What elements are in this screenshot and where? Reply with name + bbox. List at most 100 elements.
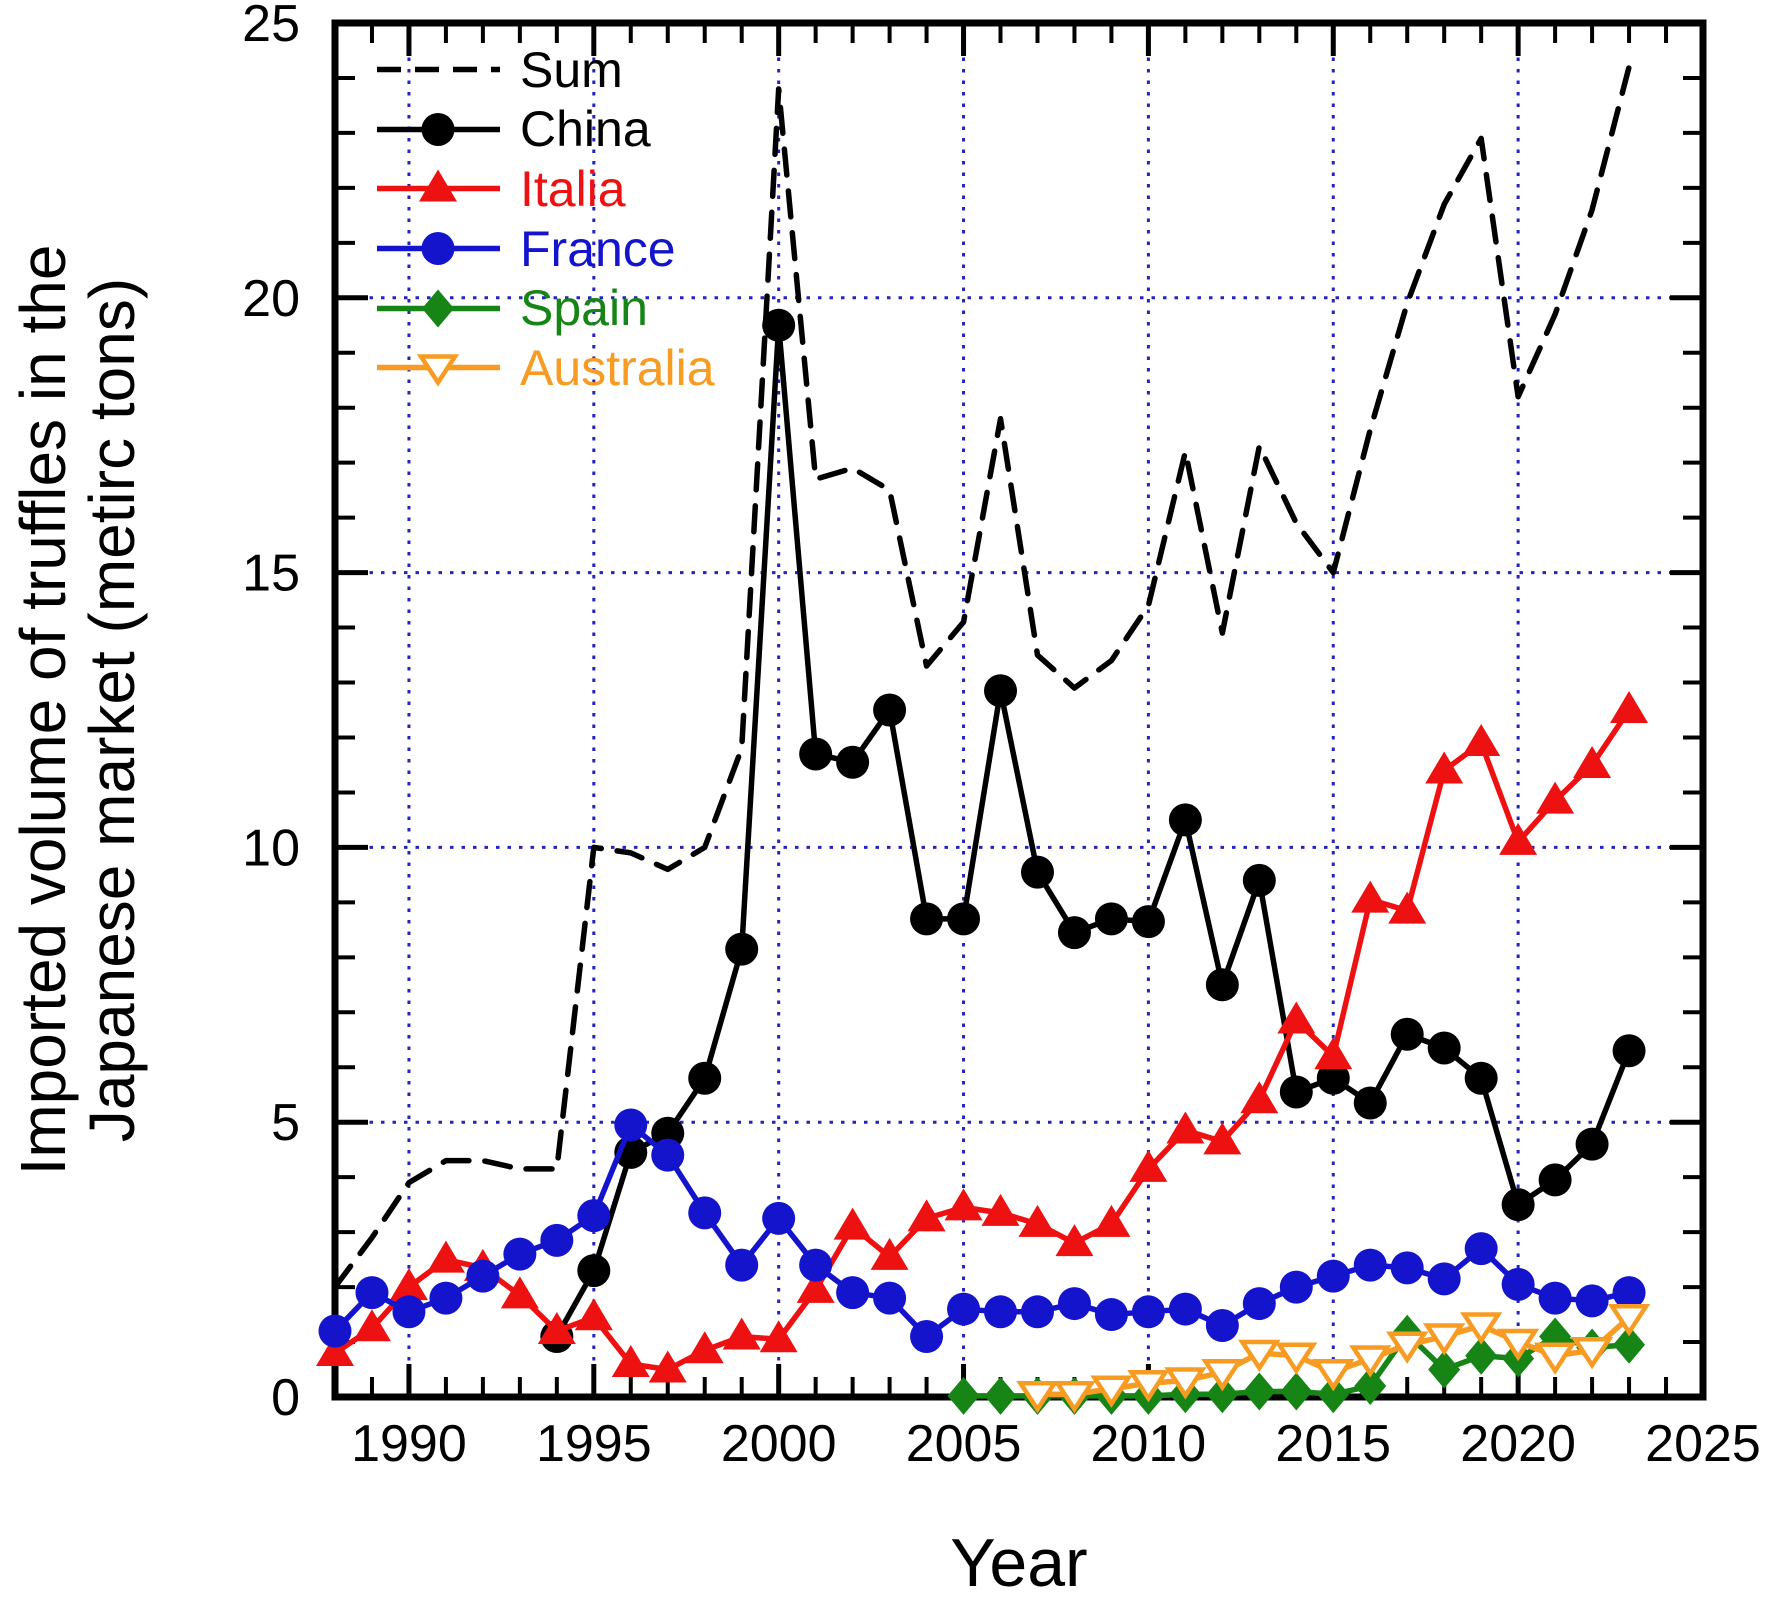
data-point-france: [392, 1295, 426, 1329]
data-point-china: [577, 1254, 611, 1288]
data-point-france: [725, 1248, 759, 1282]
legend-item-australia: Australia: [375, 338, 715, 398]
data-point-france: [799, 1248, 833, 1282]
data-point-australia: [1349, 1345, 1392, 1378]
data-point-china: [1168, 803, 1202, 837]
data-point-china: [1575, 1127, 1609, 1161]
data-point-china: [1501, 1188, 1535, 1222]
series-line-sum: [332, 64, 1632, 1290]
data-point-australia: [1164, 1367, 1207, 1400]
data-point-france: [1316, 1259, 1350, 1293]
data-point-france: [1094, 1298, 1128, 1332]
data-point-china: [873, 693, 907, 727]
data-point-australia: [1533, 1342, 1577, 1375]
x-tick-label-2005: 2005: [906, 1415, 1022, 1473]
data-point-italia: [722, 1317, 761, 1350]
data-point-china: [1464, 1061, 1498, 1095]
data-point-italia: [1129, 1149, 1168, 1182]
data-point-france: [1575, 1284, 1609, 1318]
legend-label-spain: Spain: [520, 280, 648, 337]
data-point-france: [577, 1199, 611, 1233]
data-point-france: [1131, 1295, 1165, 1329]
x-tick-label-2025: 2025: [1645, 1415, 1761, 1473]
data-point-china: [725, 932, 759, 966]
data-point-australia: [1090, 1375, 1133, 1408]
data-point-italia: [1166, 1111, 1205, 1144]
data-point-china: [1427, 1031, 1461, 1065]
data-point-australia: [1016, 1381, 1059, 1414]
data-point-italia: [500, 1276, 539, 1309]
data-point-france: [355, 1276, 389, 1310]
data-point-australia: [1386, 1331, 1429, 1364]
y-tick-label-20: 20: [242, 270, 300, 328]
data-point-italia: [1499, 822, 1538, 855]
data-point-italia: [316, 1334, 354, 1367]
data-point-france: [910, 1320, 944, 1354]
data-point-china: [836, 745, 870, 779]
data-point-france: [947, 1292, 981, 1326]
data-point-france: [836, 1276, 870, 1310]
data-point-italia: [1388, 891, 1427, 924]
data-point-italia: [648, 1350, 687, 1383]
data-point-italia: [426, 1240, 465, 1273]
data-point-italia: [759, 1320, 798, 1353]
data-point-france: [318, 1314, 352, 1348]
data-point-australia: [1312, 1359, 1355, 1392]
sum-line-sample-icon: [375, 40, 502, 99]
data-point-france: [429, 1281, 463, 1315]
data-point-france: [466, 1259, 500, 1293]
data-point-china: [1279, 1075, 1313, 1109]
data-point-china: [1353, 1086, 1387, 1120]
data-point-italia: [1425, 751, 1464, 784]
china-marker-sample-icon: [375, 100, 502, 159]
legend-item-france: France: [375, 219, 715, 279]
y-tick-label-10: 10: [242, 819, 300, 877]
legend-label-sum: Sum: [520, 41, 623, 98]
data-point-france: [1390, 1251, 1424, 1285]
legend-marker-australia: [416, 354, 460, 387]
data-point-italia: [1462, 723, 1501, 756]
data-point-china: [1612, 1034, 1646, 1068]
data-point-france: [1501, 1267, 1535, 1301]
data-point-france: [540, 1223, 574, 1257]
data-point-italia: [611, 1345, 650, 1378]
data-point-france: [984, 1295, 1018, 1329]
data-point-australia: [1460, 1312, 1503, 1345]
data-point-france: [1427, 1262, 1461, 1296]
data-point-spain: [984, 1376, 1017, 1415]
data-point-china: [799, 737, 833, 771]
data-point-spain: [1243, 1372, 1276, 1411]
data-point-australia: [1423, 1323, 1466, 1356]
legend-item-spain: Spain: [375, 278, 715, 338]
data-point-china: [1057, 916, 1091, 950]
legend-label-italia: Italia: [520, 160, 626, 217]
legend: Sum China Italia France Spain Australia: [375, 40, 715, 398]
data-point-spain: [1465, 1336, 1498, 1375]
data-point-france: [1538, 1281, 1572, 1315]
data-point-italia: [574, 1298, 613, 1331]
legend-label-australia: Australia: [520, 339, 715, 396]
data-point-italia: [537, 1312, 576, 1345]
data-point-italia: [907, 1199, 946, 1232]
data-point-spain: [1613, 1325, 1646, 1364]
data-point-spain: [947, 1376, 980, 1415]
data-point-australia: [1496, 1328, 1540, 1362]
data-point-italia: [352, 1309, 391, 1342]
x-tick-label-1995: 1995: [536, 1415, 652, 1473]
legend-item-china: China: [375, 100, 715, 160]
x-tick-label-1990: 1990: [351, 1415, 467, 1473]
data-point-china: [688, 1061, 722, 1095]
data-point-italia: [1055, 1224, 1094, 1257]
data-point-italia: [1018, 1204, 1057, 1237]
data-point-australia: [1053, 1381, 1096, 1414]
spain-marker-sample-icon: [375, 279, 502, 338]
data-point-france: [1279, 1270, 1313, 1304]
data-point-australia: [1127, 1370, 1170, 1403]
data-point-italia: [1573, 745, 1612, 778]
data-point-australia: [1201, 1359, 1244, 1392]
data-point-spain: [1354, 1367, 1387, 1406]
legend-sample-svg: [377, 232, 500, 266]
data-point-spain: [1206, 1375, 1239, 1414]
legend-sample-svg: [377, 112, 500, 146]
data-point-italia: [1092, 1204, 1131, 1237]
